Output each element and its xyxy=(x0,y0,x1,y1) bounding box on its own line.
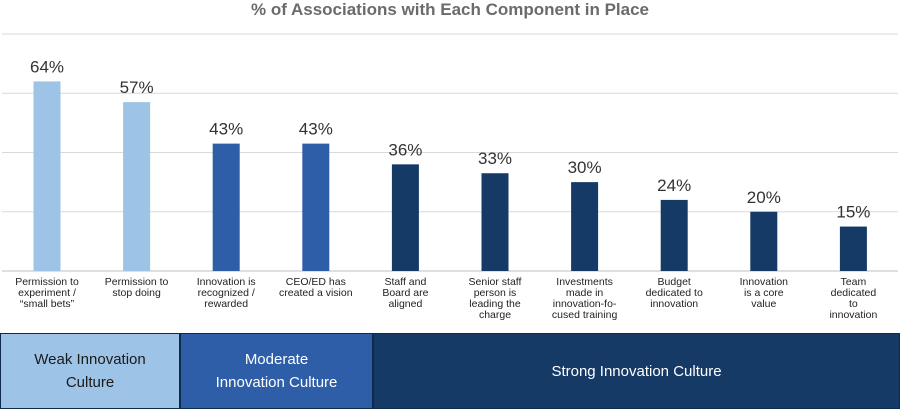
value-label: 33% xyxy=(478,149,512,168)
band-moderate-innovation-culture: Moderate Innovation Culture xyxy=(180,333,373,409)
category-label: Innovation is a core value xyxy=(740,276,789,310)
bar xyxy=(660,199,688,271)
category-label: Staff and Board are aligned xyxy=(382,276,428,310)
value-label: 57% xyxy=(120,78,154,97)
bar xyxy=(302,143,330,271)
value-label: 30% xyxy=(568,158,602,177)
bar xyxy=(750,211,778,271)
value-label: 43% xyxy=(209,120,243,139)
value-label: 15% xyxy=(836,203,870,222)
bar xyxy=(839,226,867,271)
category-label: CEO/ED has created a vision xyxy=(279,276,353,299)
band-weak-innovation-culture: Weak Innovation Culture xyxy=(0,333,180,409)
value-labels: 64% 57% 43% 43% 36% 33% 30% 24% 20% 15% xyxy=(30,57,870,221)
band-strong-innovation-culture: Strong Innovation Culture xyxy=(373,333,900,409)
category-labels: Permission to experiment / “small bets” Per… xyxy=(15,276,877,321)
category-label: Budget dedicated to innovation xyxy=(646,276,703,310)
bar xyxy=(391,164,419,271)
bar xyxy=(481,173,509,271)
category-label: Investments made in innovation-fo-cused tr… xyxy=(552,276,618,321)
value-label: 20% xyxy=(747,188,781,207)
category-label: Permission to experiment / “small bets” xyxy=(15,276,79,310)
category-label: Team dedicated to innovation xyxy=(829,276,877,321)
bar-chart: % of Associations with Each Component in… xyxy=(2,0,898,321)
bar xyxy=(571,182,599,271)
value-label: 24% xyxy=(657,176,691,195)
band-label: Moderate Innovation Culture xyxy=(215,351,338,391)
value-label: 36% xyxy=(388,140,422,159)
gridlines xyxy=(2,33,898,272)
bar xyxy=(123,102,151,271)
chart-title: % of Associations with Each Component in… xyxy=(251,0,649,19)
band-label: Strong Innovation Culture xyxy=(551,362,722,380)
category-label: Innovation is recognized / rewarded xyxy=(197,276,256,310)
bars xyxy=(33,81,867,272)
band-label: Weak Innovation Culture xyxy=(34,351,146,391)
bar xyxy=(33,81,61,272)
bar xyxy=(212,143,240,271)
value-label: 64% xyxy=(30,57,64,76)
value-label: 43% xyxy=(299,120,333,139)
category-label: Permission to stop doing xyxy=(105,276,169,299)
category-label: Senior staff person is leading the charge xyxy=(469,276,522,321)
